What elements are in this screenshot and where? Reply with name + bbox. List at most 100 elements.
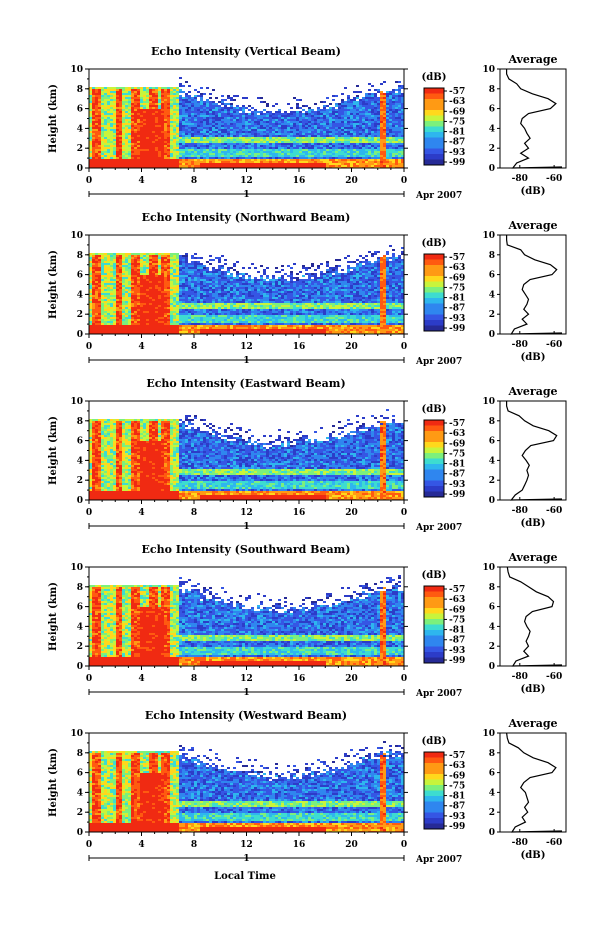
colorbar-tick: -69 xyxy=(449,439,465,449)
date-label: Apr 2007 xyxy=(415,855,462,865)
y-tick-label: 10 xyxy=(70,563,83,573)
avg-y-tick-label: 2 xyxy=(489,476,495,486)
date-marker: 1 xyxy=(243,356,249,366)
average-profile: Average 0 2 4 6 8 10 -80 -60(dB) xyxy=(482,219,567,363)
colorbar-unit: (dB) xyxy=(422,570,447,581)
y-tick-label: 4 xyxy=(77,456,83,466)
y-tick-label: 0 xyxy=(77,496,83,506)
panel-title: Echo Intensity (Northward Beam) xyxy=(142,211,351,224)
beam-panel: Echo Intensity (Eastward Beam)0246810Hei… xyxy=(48,377,567,533)
x-tick-label: 0 xyxy=(401,674,407,684)
x-tick-label: 0 xyxy=(86,508,92,518)
colorbar-tick: -87 xyxy=(449,636,465,646)
avg-x-tick-label: -60 xyxy=(546,838,562,848)
x-tick-label: 12 xyxy=(240,840,253,850)
y-tick-label: 10 xyxy=(70,231,83,241)
avg-x-tick-label: -60 xyxy=(546,340,562,350)
colorbar-tick: -81 xyxy=(449,792,465,802)
x-tick-label: 12 xyxy=(240,674,253,684)
colorbar-tick: -63 xyxy=(449,263,465,273)
y-tick-label: 4 xyxy=(77,290,83,300)
x-tick-label: 16 xyxy=(293,840,306,850)
x-tick-label: 4 xyxy=(138,176,144,186)
avg-y-tick-label: 10 xyxy=(482,231,495,241)
average-profile-line xyxy=(506,566,563,667)
colorbar-unit: (dB) xyxy=(422,238,447,249)
colorbar-tick: -81 xyxy=(449,626,465,636)
avg-y-tick-label: 0 xyxy=(489,330,495,340)
x-tick-label: 0 xyxy=(86,840,92,850)
colorbar-tick: -99 xyxy=(449,490,465,500)
y-tick-label: 8 xyxy=(77,417,83,427)
x-tick-label: 8 xyxy=(191,176,197,186)
colorbar-tick: -69 xyxy=(449,605,465,615)
colorbar-tick: -87 xyxy=(449,304,465,314)
y-tick-label: 0 xyxy=(77,164,83,174)
colorbar-tick: -75 xyxy=(449,781,465,791)
colorbar-unit: (dB) xyxy=(422,72,447,83)
avg-y-tick-label: 2 xyxy=(489,808,495,818)
avg-x-tick-label: -60 xyxy=(546,506,562,516)
average-profile: Average 0 2 4 6 8 10 -80 -60(dB) xyxy=(482,385,567,529)
avg-y-tick-label: 10 xyxy=(482,397,495,407)
colorbar-tick: -87 xyxy=(449,470,465,480)
avg-x-tick-label: -60 xyxy=(546,174,562,184)
avg-y-tick-label: 2 xyxy=(489,144,495,154)
echo-heatmap: 0 2 4 6 8 10 Height (km) 0 4 8 12 16 20 0 1 Apr 2007 xyxy=(48,563,462,699)
date-marker: 1 xyxy=(243,522,249,532)
avg-y-tick-label: 8 xyxy=(489,251,495,261)
colorbar: (dB)-57-63-69-75-81-87-93-99 xyxy=(422,736,466,832)
echo-heatmap: 0 2 4 6 8 10 Height (km) 0 4 8 12 16 20 0 1 Apr 2007 xyxy=(48,65,462,201)
avg-y-tick-label: 4 xyxy=(489,622,495,632)
colorbar-tick: -99 xyxy=(449,822,465,832)
x-tick-label: 0 xyxy=(86,342,92,352)
avg-y-tick-label: 10 xyxy=(482,729,495,739)
y-tick-label: 10 xyxy=(70,397,83,407)
y-tick-label: 6 xyxy=(77,603,83,613)
avg-x-tick-label: -60 xyxy=(546,672,562,682)
avg-y-tick-label: 2 xyxy=(489,642,495,652)
date-marker: 1 xyxy=(243,854,249,864)
colorbar-tick: -63 xyxy=(449,429,465,439)
colorbar-tick: -63 xyxy=(449,761,465,771)
x-tick-label: 0 xyxy=(86,176,92,186)
avg-y-tick-label: 2 xyxy=(489,310,495,320)
avg-x-tick-label: -80 xyxy=(512,672,528,682)
average-title: Average xyxy=(507,385,557,398)
x-tick-label: 8 xyxy=(191,508,197,518)
echo-heatmap: 0 2 4 6 8 10 Height (km) 0 4 8 12 16 20 0 1 Apr 2007 xyxy=(48,729,462,865)
x-tick-label: 8 xyxy=(191,840,197,850)
avg-y-tick-label: 4 xyxy=(489,788,495,798)
panel-title: Echo Intensity (Westward Beam) xyxy=(145,709,347,722)
avg-x-tick-label: -80 xyxy=(512,340,528,350)
avg-x-tick-label: -80 xyxy=(512,838,528,848)
avg-x-tick-label: -80 xyxy=(512,506,528,516)
avg-y-tick-label: 0 xyxy=(489,662,495,672)
colorbar-tick: -57 xyxy=(449,253,465,263)
panel-title: Echo Intensity (Eastward Beam) xyxy=(146,377,345,390)
average-profile: Average 0 2 4 6 8 10 -80 -60(dB) xyxy=(482,53,567,197)
average-profile-line xyxy=(506,235,563,335)
average-profile-line xyxy=(506,401,563,501)
y-axis-title: Height (km) xyxy=(48,250,59,319)
avg-y-tick-label: 4 xyxy=(489,124,495,134)
colorbar: (dB)-57-63-69-75-81-87-93-99 xyxy=(422,570,466,666)
colorbar-tick: -69 xyxy=(449,107,465,117)
colorbar: (dB)-57-63-69-75-81-87-93-99 xyxy=(422,238,466,334)
colorbar-tick: -93 xyxy=(449,812,465,822)
colorbar-tick: -57 xyxy=(449,87,465,97)
x-tick-label: 16 xyxy=(293,176,306,186)
y-tick-label: 6 xyxy=(77,769,83,779)
avg-y-tick-label: 4 xyxy=(489,290,495,300)
x-tick-label: 12 xyxy=(240,342,253,352)
beam-panel: Echo Intensity (Vertical Beam)0246810Hei… xyxy=(48,45,567,201)
colorbar-tick: -99 xyxy=(449,324,465,334)
beam-panel: Echo Intensity (Southward Beam)0246810He… xyxy=(48,543,567,699)
y-tick-label: 0 xyxy=(77,828,83,838)
panel-title: Echo Intensity (Southward Beam) xyxy=(142,543,351,556)
y-tick-label: 8 xyxy=(77,749,83,759)
colorbar-tick: -87 xyxy=(449,802,465,812)
x-tick-label: 16 xyxy=(293,674,306,684)
colorbar: (dB)-57-63-69-75-81-87-93-99 xyxy=(422,72,466,168)
